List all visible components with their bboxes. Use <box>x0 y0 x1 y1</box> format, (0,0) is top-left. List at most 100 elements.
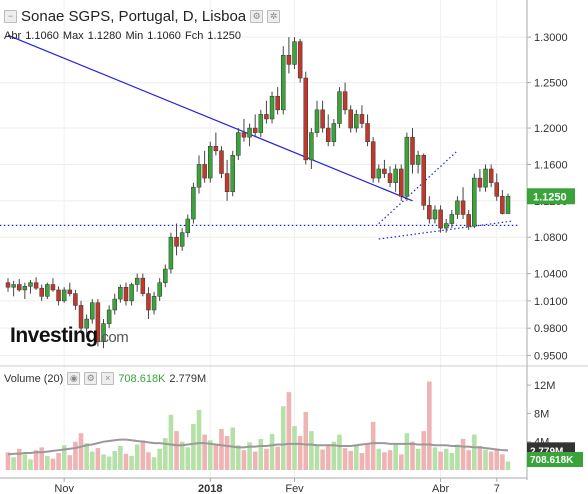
candle-body <box>11 284 16 288</box>
candle-body <box>376 168 382 179</box>
candle-body <box>348 109 353 129</box>
candle-body <box>61 289 67 302</box>
volume-ma-line <box>7 438 509 456</box>
candle-body <box>421 155 426 206</box>
candle-body <box>269 95 275 120</box>
volume-bar <box>460 438 466 470</box>
candle-body <box>264 114 269 120</box>
candle-body <box>494 182 500 197</box>
price-tick-label: 1.2000 <box>534 123 568 135</box>
volume-bar <box>78 433 84 470</box>
candle-body <box>56 289 61 302</box>
volume-bar <box>22 454 28 470</box>
volume-bar <box>11 457 16 470</box>
volume-tick-label: 8M <box>534 408 549 420</box>
candle-body <box>415 155 421 165</box>
volume-bar <box>280 406 286 470</box>
eye-icon[interactable]: ◉ <box>67 372 81 385</box>
volume-bar <box>123 453 129 470</box>
volume-bar <box>370 421 376 470</box>
gear-icon[interactable]: ✲ <box>267 9 281 23</box>
volume-bar <box>33 450 39 470</box>
volume-bar <box>101 454 106 470</box>
candle-body <box>449 214 455 224</box>
candle-body <box>404 136 410 197</box>
volume-bar <box>151 457 157 470</box>
candle-body <box>39 287 44 297</box>
price-tick-label: 1.1600 <box>534 159 568 171</box>
candle-body <box>185 218 191 233</box>
settings-icon[interactable]: ⚙ <box>84 372 98 385</box>
volume-bar <box>320 449 325 470</box>
volume-bar <box>84 443 89 470</box>
candle-body <box>224 173 230 192</box>
volume-bar <box>342 448 348 470</box>
volume-bar <box>56 453 61 470</box>
candle-body <box>157 282 162 297</box>
investing-logo: Investing.com <box>10 324 129 347</box>
volume-bar <box>505 461 511 470</box>
candle-body <box>443 223 449 229</box>
time-tick-label: 2018 <box>198 483 222 494</box>
price-tick-label: 1.0800 <box>534 232 568 244</box>
candle-body <box>342 91 348 111</box>
volume-bar <box>163 438 168 470</box>
price-tick-label: 1.0400 <box>534 269 568 281</box>
candle-body <box>320 109 325 129</box>
candle-body <box>101 323 106 343</box>
volume-bar <box>5 452 11 470</box>
volume-bar <box>449 453 455 470</box>
volume-bar <box>477 445 483 470</box>
volume-bar <box>252 451 258 470</box>
volume-bar <box>331 441 337 470</box>
volume-bar <box>275 446 280 470</box>
candle-body <box>163 268 168 283</box>
volume-bar <box>16 448 22 470</box>
volume-ma-label: 2.779M <box>530 446 563 457</box>
volume-bar <box>309 431 314 470</box>
candle-body <box>129 284 134 302</box>
volume-bar <box>61 445 67 470</box>
candle-body <box>488 168 494 183</box>
last-volume-box <box>527 451 583 467</box>
volume-bar <box>39 447 45 470</box>
collapse-icon[interactable]: − <box>4 9 17 23</box>
close-value: 1.1250 <box>207 30 242 42</box>
time-tick-label: Abr <box>432 483 449 494</box>
settings-icon[interactable]: ⚙ <box>250 9 264 23</box>
candle-body <box>67 289 73 294</box>
candle-body <box>106 309 112 324</box>
candle-body <box>78 305 84 329</box>
candle-body <box>196 164 202 188</box>
candle-body <box>427 205 432 220</box>
candle-body <box>297 41 303 79</box>
last-volume-label: 708.618K <box>530 455 574 466</box>
volume-bar <box>404 433 410 470</box>
candle-body <box>45 284 50 297</box>
volume-bar <box>179 441 185 470</box>
last-price-box <box>527 188 575 205</box>
volume-ma-value: 2.779M <box>169 372 207 385</box>
time-tick-label: 7 <box>494 483 500 494</box>
volume-bar <box>224 436 230 470</box>
volume-bar <box>95 448 101 470</box>
time-tick-label: Nov <box>54 483 74 494</box>
low-label: Min <box>125 30 144 42</box>
volume-bar <box>314 444 320 470</box>
volume-bar <box>219 428 224 470</box>
volume-bar <box>196 409 202 470</box>
candle-body <box>73 293 78 306</box>
volume-bar <box>258 438 264 470</box>
close-icon[interactable]: × <box>101 372 115 385</box>
candle-body <box>432 209 438 220</box>
candle-body <box>331 123 337 142</box>
candle-body <box>387 173 393 183</box>
candle-body <box>146 293 151 311</box>
volume-bar <box>50 458 56 470</box>
volume-tick-label: 12M <box>534 380 555 392</box>
candle-body <box>410 136 415 165</box>
volume-bar <box>236 445 241 470</box>
high-value: 1.1280 <box>87 30 122 42</box>
